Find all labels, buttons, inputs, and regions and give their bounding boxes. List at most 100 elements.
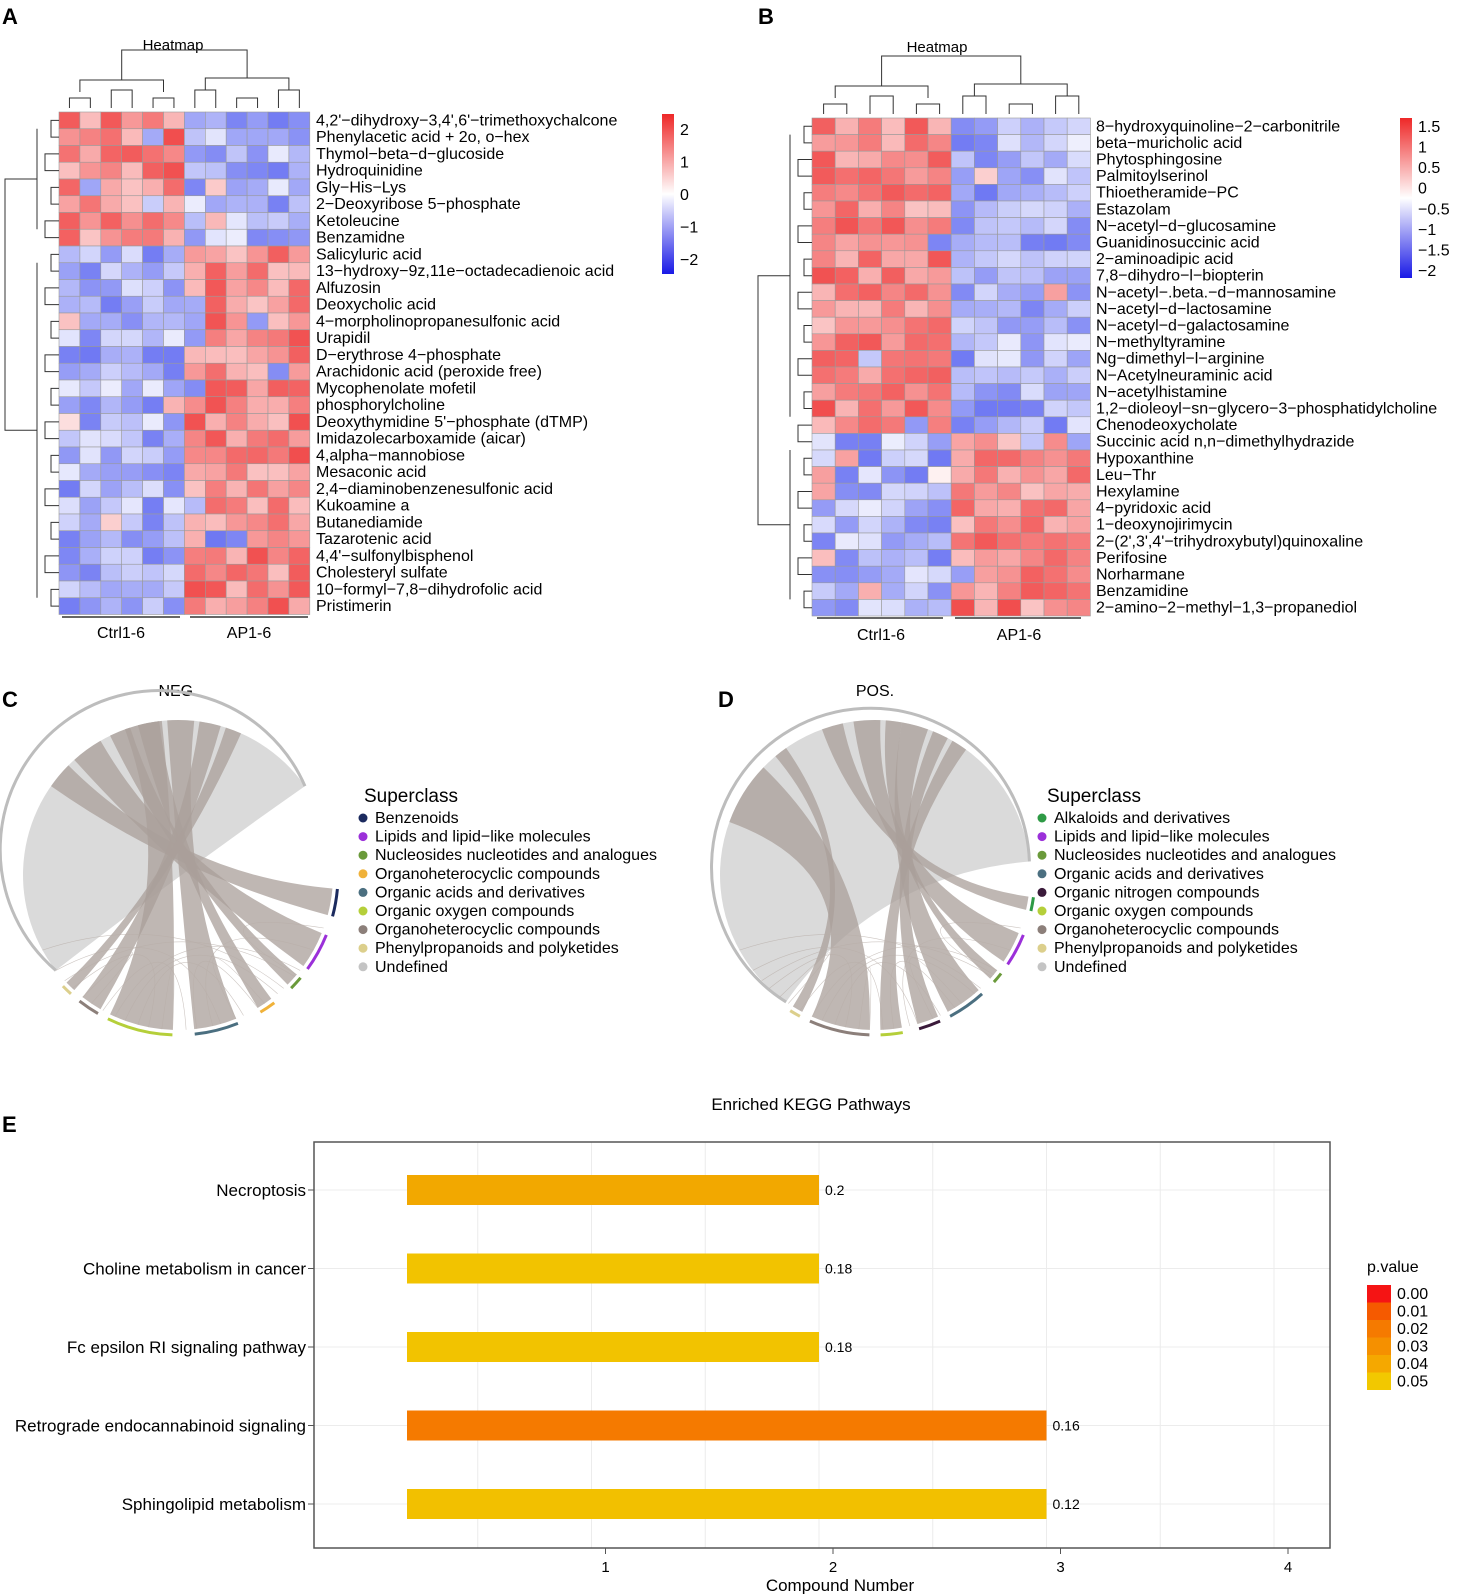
heatmap-row-label: Thymol−beta−d−glucoside [316, 146, 504, 163]
heatmap-cell [927, 549, 952, 567]
heatmap-cell [267, 245, 290, 264]
chart-legend-title: p.value [1367, 1259, 1419, 1276]
heatmap-cell [904, 433, 929, 451]
heatmap-legend-tick: 2 [680, 122, 689, 139]
heatmap-cell [246, 597, 269, 615]
chord-pos-legend-title: Superclass [1047, 786, 1141, 807]
heatmap-row-label: 4−pyridoxic acid [1096, 500, 1211, 517]
heatmap-cell [1066, 416, 1091, 434]
heatmap-cell [1066, 383, 1091, 401]
chord-thin-link [193, 961, 259, 1029]
heatmap-cell [267, 463, 290, 481]
heatmap-cell [142, 396, 164, 414]
heatmap-cell [184, 228, 206, 247]
heatmap-cell [79, 128, 102, 146]
legend-label: Organoheterocyclic compounds [375, 922, 600, 939]
legend-swatch [1037, 943, 1047, 953]
heatmap-cell [927, 383, 952, 401]
heatmap-row-label: Tazarotenic acid [316, 531, 432, 548]
heatmap-cell [974, 532, 998, 550]
chart-legend-swatch [1367, 1320, 1391, 1338]
heatmap-row-label: Ketoleucine [316, 213, 400, 230]
heatmap-cell [58, 446, 81, 465]
chart-category-label: Sphingolipid metabolism [122, 1495, 306, 1514]
heatmap-row-label: 2−(2',3',4'−trihydroxybutyl)quinoxaline [1096, 533, 1363, 550]
heatmap-cell [142, 212, 164, 230]
heatmap-cell [974, 482, 998, 501]
heatmap-legend-tick: 1 [1418, 140, 1427, 157]
heatmap-cell [58, 212, 81, 230]
heatmap-cell [79, 496, 102, 515]
heatmap-cell [834, 134, 859, 152]
heatmap-cell [1066, 217, 1091, 235]
heatmap-cell [834, 250, 859, 268]
heatmap-cell [1020, 399, 1045, 418]
heatmap-cell [288, 195, 311, 213]
heatmap-cell [142, 145, 164, 163]
heatmap-cell [121, 530, 143, 548]
heatmap-cell [997, 565, 1022, 584]
heatmap-cell [100, 429, 123, 448]
heatmap-cell [950, 433, 975, 451]
heatmap-cell [858, 449, 882, 467]
heatmap-cell [267, 413, 290, 431]
heatmap-row-label: Urapidil [316, 330, 370, 347]
heatmap-cell [1043, 549, 1068, 567]
heatmap-cell [184, 111, 206, 130]
heatmap-cell [142, 262, 164, 280]
heatmap-cell [974, 449, 998, 467]
heatmap-cell [881, 416, 906, 434]
heatmap-cell [881, 565, 906, 584]
heatmap-cell [163, 212, 185, 230]
legend-swatch [358, 887, 368, 897]
heatmap-cell [858, 250, 882, 268]
heatmap-cell [225, 262, 248, 280]
chord-thin-link [902, 937, 1011, 1027]
heatmap-cell [811, 316, 836, 335]
heatmap-cell [58, 145, 81, 163]
heatmap-cell [205, 429, 227, 448]
heatmap-cell [904, 250, 929, 268]
chord-ribbon [899, 731, 948, 1024]
heatmap-cell [1020, 549, 1045, 567]
heatmap-cell [1043, 565, 1068, 584]
chart-legend-swatch [1367, 1355, 1391, 1373]
heatmap-cell [927, 333, 952, 351]
heatmap-cell [834, 184, 859, 202]
heatmap-cell [205, 145, 227, 163]
heatmap-row-label: 1,2−dioleoyl−sn−glycero−3−phosphatidylch… [1096, 400, 1437, 417]
heatmap-cell [904, 599, 929, 617]
heatmap-row-label: N−acetyl−d−lactosamine [1096, 301, 1272, 318]
heatmap-cell [225, 513, 248, 532]
legend-label: Phenylpropanoids and polyketides [375, 940, 619, 957]
heatmap-cell [927, 449, 952, 467]
heatmap-cell [58, 580, 81, 599]
heatmap-cell [121, 245, 143, 264]
chord-arc-segment [1029, 897, 1035, 912]
legend-swatch [358, 832, 368, 842]
heatmap-cell [100, 195, 123, 213]
heatmap-cell [858, 267, 882, 285]
heatmap-a-row-labels: 4,2'−dihydroxy−3,4',6'−trimethoxychalcon… [316, 112, 617, 615]
chord-thin-link [761, 941, 993, 981]
chord-arc-segment [880, 1031, 904, 1037]
heatmap-row-label: 10−formyl−7,8−dihydrofolic acid [316, 581, 542, 598]
heatmap-row-label: Chenodeoxycholate [1096, 417, 1238, 434]
heatmap-cell [142, 530, 164, 548]
heatmap-cell [184, 245, 206, 264]
heatmap-legend-bar [662, 114, 674, 274]
heatmap-cell [811, 350, 836, 368]
heatmap-cell [79, 228, 102, 247]
heatmap-cell [246, 580, 269, 599]
heatmap-cell [1043, 499, 1068, 517]
heatmap-cell [205, 178, 227, 197]
heatmap-cell [997, 167, 1022, 185]
heatmap-cell [267, 279, 290, 297]
heatmap-cell [205, 362, 227, 381]
heatmap-legend-tick: −1 [680, 220, 698, 237]
heatmap-cell [1020, 283, 1045, 301]
heatmap-cell [267, 429, 290, 448]
heatmap-cell [834, 117, 859, 135]
heatmap-cell [834, 316, 859, 335]
heatmap-cell [974, 433, 998, 451]
